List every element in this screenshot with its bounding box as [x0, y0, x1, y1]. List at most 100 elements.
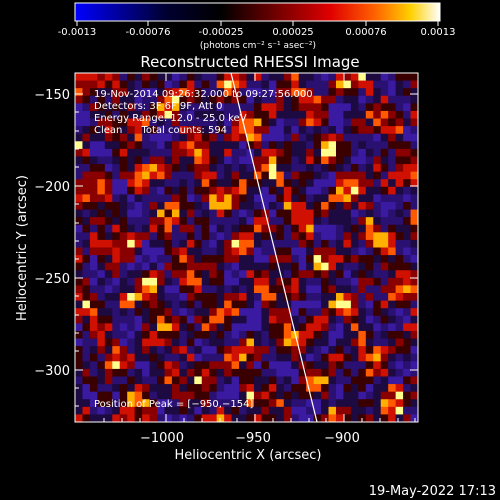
image-pixel	[209, 103, 218, 112]
image-pixel	[410, 391, 418, 400]
image-pixel	[164, 414, 173, 422]
image-pixel	[283, 239, 292, 248]
image-pixel	[209, 239, 218, 248]
image-pixel	[291, 133, 300, 142]
image-pixel	[373, 262, 382, 271]
image-pixel	[164, 194, 173, 203]
image-pixel	[268, 293, 277, 302]
image-pixel	[313, 171, 322, 180]
image-pixel	[365, 179, 374, 188]
image-pixel	[119, 308, 128, 317]
image-pixel	[321, 148, 329, 157]
image-pixel	[246, 194, 255, 203]
image-pixel	[388, 118, 397, 127]
image-pixel	[171, 73, 180, 81]
image-pixel	[410, 224, 418, 233]
image-pixel	[276, 323, 285, 332]
image-pixel	[82, 368, 91, 377]
image-pixel	[127, 414, 136, 422]
image-pixel	[216, 179, 225, 188]
image-pixel	[298, 194, 307, 203]
image-pixel	[276, 361, 285, 370]
image-pixel	[127, 126, 136, 135]
image-pixel	[179, 255, 188, 264]
image-pixel	[164, 118, 173, 127]
image-pixel	[321, 384, 329, 393]
image-pixel	[388, 262, 397, 271]
image-pixel	[89, 148, 98, 157]
image-pixel	[82, 414, 91, 422]
image-pixel	[276, 232, 285, 241]
image-pixel	[194, 399, 203, 408]
image-pixel	[119, 293, 128, 302]
image-pixel	[104, 308, 113, 317]
image-pixel	[253, 262, 262, 271]
image-pixel	[89, 323, 98, 332]
image-pixel	[328, 346, 337, 355]
image-pixel	[358, 88, 367, 97]
image-pixel	[268, 186, 277, 195]
image-pixel	[104, 368, 113, 377]
image-pixel	[291, 80, 300, 89]
image-pixel	[410, 141, 418, 150]
image-pixel	[276, 171, 285, 180]
image-pixel	[328, 315, 337, 324]
image-pixel	[246, 171, 255, 180]
image-pixel	[231, 164, 240, 173]
image-pixel	[186, 376, 195, 385]
image-pixel	[298, 353, 307, 362]
image-pixel	[365, 126, 374, 135]
image-pixel	[179, 88, 188, 97]
image-pixel	[328, 118, 337, 127]
image-pixel	[395, 95, 404, 104]
image-pixel	[97, 224, 106, 233]
image-pixel	[127, 179, 136, 188]
image-pixel	[328, 262, 337, 271]
image-pixel	[365, 73, 374, 81]
x-tick-label: −900	[324, 431, 360, 446]
image-pixel	[164, 406, 173, 415]
image-pixel	[306, 148, 315, 157]
image-pixel	[283, 338, 292, 347]
image-pixel	[306, 80, 315, 89]
image-pixel	[157, 224, 165, 233]
image-pixel	[358, 73, 367, 81]
image-pixel	[179, 73, 188, 81]
image-pixel	[209, 209, 218, 218]
image-pixel	[194, 330, 203, 339]
image-pixel	[75, 376, 83, 385]
image-pixel	[157, 186, 165, 195]
image-pixel	[119, 201, 128, 210]
image-pixel	[112, 110, 121, 119]
image-pixel	[306, 255, 315, 264]
image-pixel	[380, 110, 389, 119]
image-pixel	[403, 80, 411, 89]
image-pixel	[119, 156, 128, 165]
image-pixel	[127, 406, 136, 415]
x-tick-label: −1000	[140, 431, 184, 446]
image-pixel	[97, 186, 106, 195]
image-pixel	[350, 247, 359, 256]
image-pixel	[350, 148, 359, 157]
image-pixel	[119, 384, 128, 393]
image-pixel	[239, 179, 247, 188]
image-pixel	[410, 255, 418, 264]
image-pixel	[298, 156, 307, 165]
image-pixel	[179, 406, 188, 415]
image-pixel	[119, 224, 128, 233]
image-pixel	[261, 262, 270, 271]
image-pixel	[365, 247, 374, 256]
image-pixel	[97, 118, 106, 127]
image-pixel	[239, 201, 247, 210]
image-pixel	[276, 376, 285, 385]
image-pixel	[112, 384, 121, 393]
image-pixel	[321, 156, 329, 165]
image-pixel	[142, 88, 150, 97]
image-pixel	[209, 186, 218, 195]
image-pixel	[403, 414, 411, 422]
image-pixel	[82, 141, 91, 150]
image-pixel	[380, 232, 389, 241]
image-pixel	[350, 171, 359, 180]
image-pixel	[239, 330, 247, 339]
image-pixel	[343, 361, 352, 370]
